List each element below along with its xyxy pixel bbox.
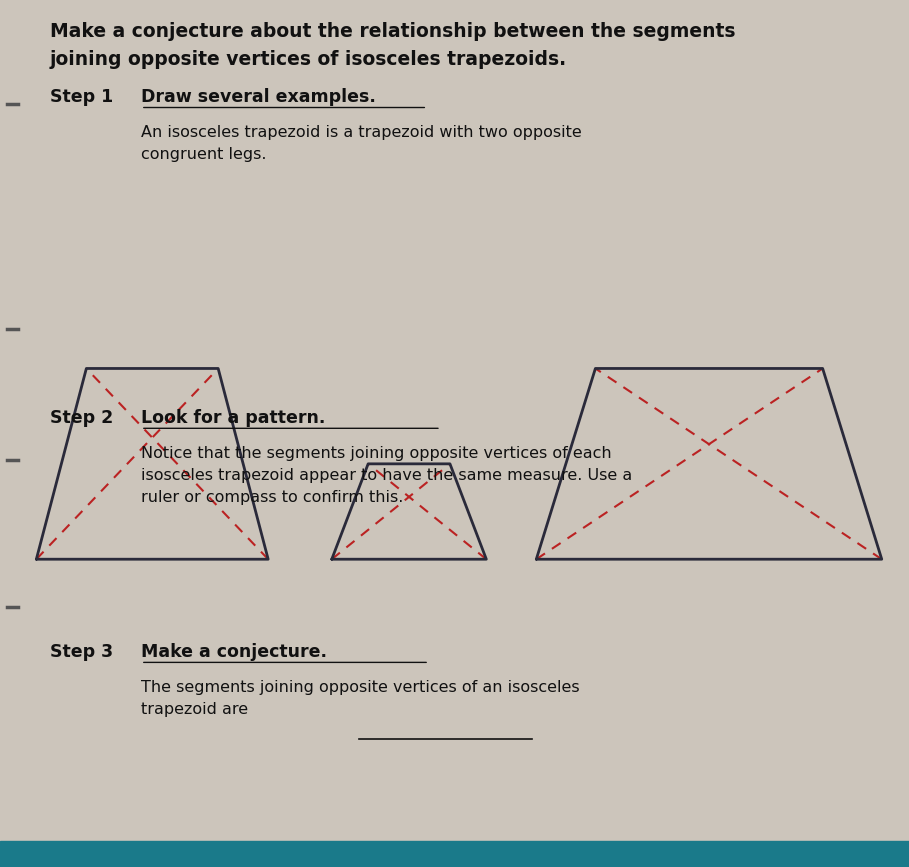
Text: Step 1: Step 1 (50, 88, 114, 107)
Text: Draw several examples.: Draw several examples. (141, 88, 375, 107)
Text: Look for a pattern.: Look for a pattern. (141, 409, 325, 427)
Text: Step 2: Step 2 (50, 409, 114, 427)
Text: ne Relationships: ne Relationships (9, 844, 119, 857)
Bar (0, 841, 909, 867)
Text: Make a conjecture about the relationship between the segments: Make a conjecture about the relationship… (50, 22, 735, 41)
Text: Notice that the segments joining opposite vertices of each
isosceles trapezoid a: Notice that the segments joining opposit… (141, 446, 632, 505)
Text: joining opposite vertices of isosceles trapezoids.: joining opposite vertices of isosceles t… (50, 50, 567, 69)
Text: The segments joining opposite vertices of an isosceles
trapezoid are: The segments joining opposite vertices o… (141, 680, 580, 717)
Text: Step 3: Step 3 (50, 643, 113, 662)
Text: Make a conjecture.: Make a conjecture. (141, 643, 327, 662)
Text: An isosceles trapezoid is a trapezoid with two opposite
congruent legs.: An isosceles trapezoid is a trapezoid wi… (141, 125, 582, 162)
